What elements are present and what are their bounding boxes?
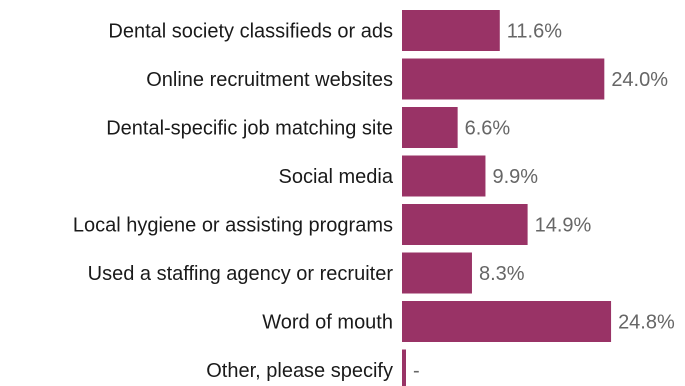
category-label: Local hygiene or assisting programs <box>73 215 393 237</box>
bar <box>402 204 528 245</box>
value-label: 6.6% <box>465 118 511 140</box>
category-label: Online recruitment websites <box>146 69 393 91</box>
category-label: Social media <box>278 166 393 188</box>
value-label: 14.9% <box>535 215 592 237</box>
bar <box>402 155 486 197</box>
bars-layer: Dental society classifieds or ads 11.6% On… <box>73 10 675 386</box>
category-label: Other, please specify <box>206 360 393 382</box>
category-label: Word of mouth <box>262 312 393 334</box>
bar <box>402 10 500 51</box>
value-label: 24.0% <box>611 69 668 91</box>
value-label: 24.8% <box>618 312 675 334</box>
bar <box>402 58 605 100</box>
bar <box>402 301 612 342</box>
value-label: 9.9% <box>492 166 538 188</box>
category-label: Dental society classifieds or ads <box>108 21 393 43</box>
value-label: - <box>413 360 420 382</box>
bar <box>402 252 472 294</box>
bar <box>402 107 458 148</box>
category-label: Used a staffing agency or recruiter <box>88 263 394 285</box>
bar <box>402 349 406 386</box>
value-label: 11.6% <box>507 21 562 43</box>
category-label: Dental-specific job matching site <box>106 118 393 140</box>
value-label: 8.3% <box>479 263 525 285</box>
